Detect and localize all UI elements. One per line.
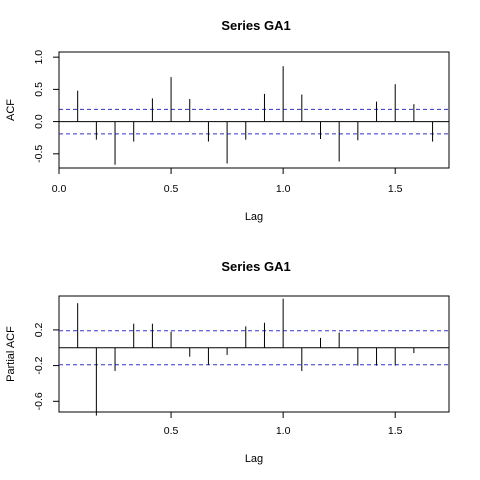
- x-tick-label: 0.5: [164, 425, 179, 437]
- x-axis-label: Lag: [245, 453, 263, 465]
- plot-frame: [58, 295, 450, 413]
- x-tick-label: 1.0: [276, 183, 291, 195]
- y-axis-label: ACF: [5, 99, 17, 121]
- chart-panel-1: Series GA1 0.0 0.5 1.0 1.5 -0.5 0.0 0.5 1.0 Lag AC…: [5, 18, 450, 223]
- y-tick-label: -0.5: [33, 145, 45, 163]
- x-axis-label: Lag: [245, 211, 263, 223]
- chart-title: Series GA1: [221, 18, 290, 33]
- y-tick-label: -0.6: [33, 392, 45, 410]
- chart-panel-2: Series GA1 0.5 1.0 1.5 -0.6 -0.2 0.2 Lag Partial…: [5, 259, 450, 465]
- y-tick-label: 0.5: [33, 82, 45, 97]
- plot-frame: [58, 51, 450, 169]
- x-tick-label: 0.5: [164, 183, 179, 195]
- x-tick-label: 1.0: [276, 425, 291, 437]
- y-axis-label: Partial ACF: [5, 326, 17, 382]
- x-tick-label: 1.5: [388, 425, 403, 437]
- x-tick-label: 0.0: [52, 183, 67, 195]
- y-tick-label: -0.2: [33, 356, 45, 374]
- x-tick-label: 1.5: [388, 183, 403, 195]
- y-tick-label: 0.0: [33, 114, 45, 129]
- y-tick-label: 0.2: [33, 322, 45, 337]
- chart-title: Series GA1: [221, 259, 290, 274]
- y-tick-label: 1.0: [33, 50, 45, 65]
